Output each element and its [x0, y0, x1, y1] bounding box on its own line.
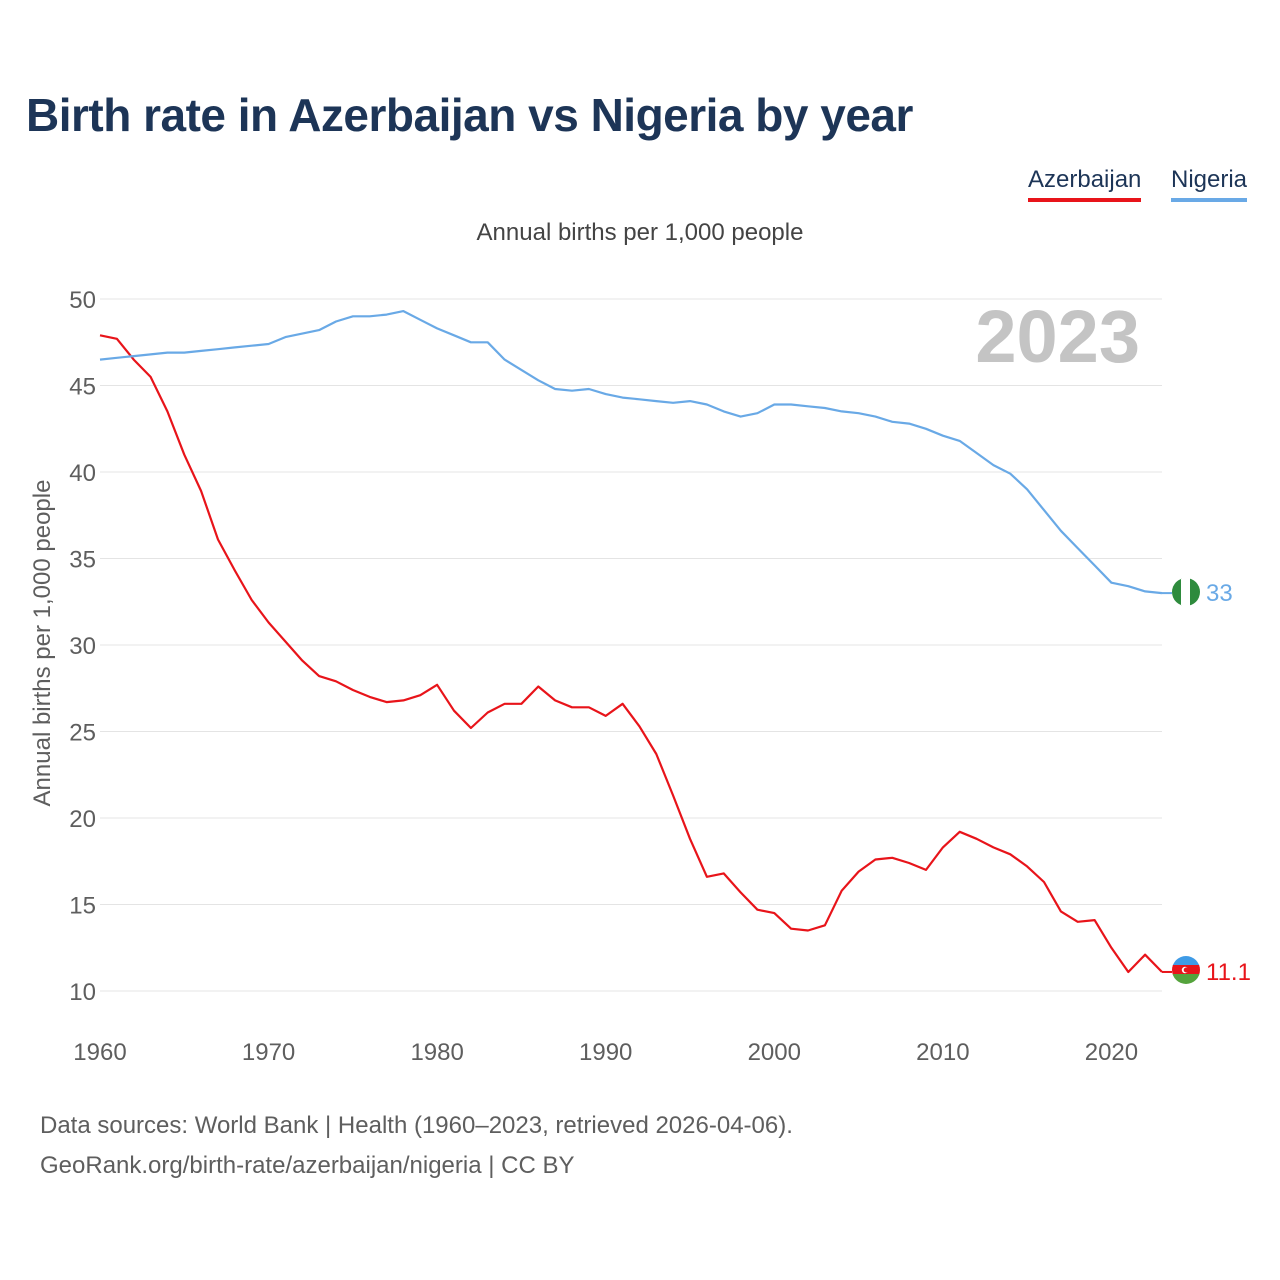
y-tick-label: 10 — [69, 979, 96, 1006]
series-line-nigeria — [99, 310, 1163, 595]
y-tick-label: 30 — [69, 633, 96, 660]
x-tick-label: 2020 — [1085, 1039, 1138, 1066]
y-tick-label: 40 — [69, 460, 96, 487]
y-tick-label: 25 — [69, 720, 96, 747]
x-tick-label: 1970 — [242, 1039, 295, 1066]
x-tick-label: 2000 — [748, 1039, 801, 1066]
x-tick-label: 1960 — [73, 1039, 126, 1066]
series-lines: 11.1 33 — [99, 310, 1251, 986]
grid-lines — [100, 298, 1162, 992]
y-tick-label: 15 — [69, 893, 96, 920]
y-axis-ticks: 10 15 20 25 30 35 40 45 50 — [69, 287, 96, 1006]
y-axis-label: Annual births per 1,000 people — [29, 480, 56, 807]
line-chart: Annual births per 1,000 people Annual bi… — [29, 219, 1251, 1066]
chart-subtitle: Annual births per 1,000 people — [477, 219, 804, 246]
footer-source: Data sources: World Bank | Health (1960–… — [40, 1112, 793, 1139]
series-line-azerbaijan — [99, 334, 1163, 974]
end-markers — [1172, 578, 1200, 984]
legend-item-azerbaijan[interactable]: Azerbaijan — [1028, 166, 1142, 202]
end-value-label-azerbaijan: 11.1 — [1206, 959, 1251, 986]
x-axis-ticks: 1960 1970 1980 1990 2000 2010 2020 — [73, 1039, 1138, 1066]
footer: Data sources: World Bank | Health (1960–… — [40, 1106, 793, 1186]
end-value-label-nigeria: 33 — [1206, 580, 1233, 607]
y-tick-label: 45 — [69, 374, 96, 401]
x-tick-label: 1980 — [410, 1039, 463, 1066]
x-tick-label: 1990 — [579, 1039, 632, 1066]
nigeria-flag-icon — [1172, 578, 1200, 606]
y-tick-label: 20 — [69, 806, 96, 833]
footer-link[interactable]: GeoRank.org/birth-rate/azerbaijan/nigeri… — [40, 1152, 575, 1179]
y-tick-label: 50 — [69, 287, 96, 314]
year-watermark: 2023 — [975, 295, 1140, 378]
x-tick-label: 2010 — [916, 1039, 969, 1066]
y-tick-label: 35 — [69, 547, 96, 574]
azerbaijan-flag-icon — [1172, 956, 1200, 984]
legend-item-nigeria[interactable]: Nigeria — [1171, 166, 1248, 202]
chart-title: Birth rate in Azerbaijan vs Nigeria by y… — [26, 89, 913, 141]
